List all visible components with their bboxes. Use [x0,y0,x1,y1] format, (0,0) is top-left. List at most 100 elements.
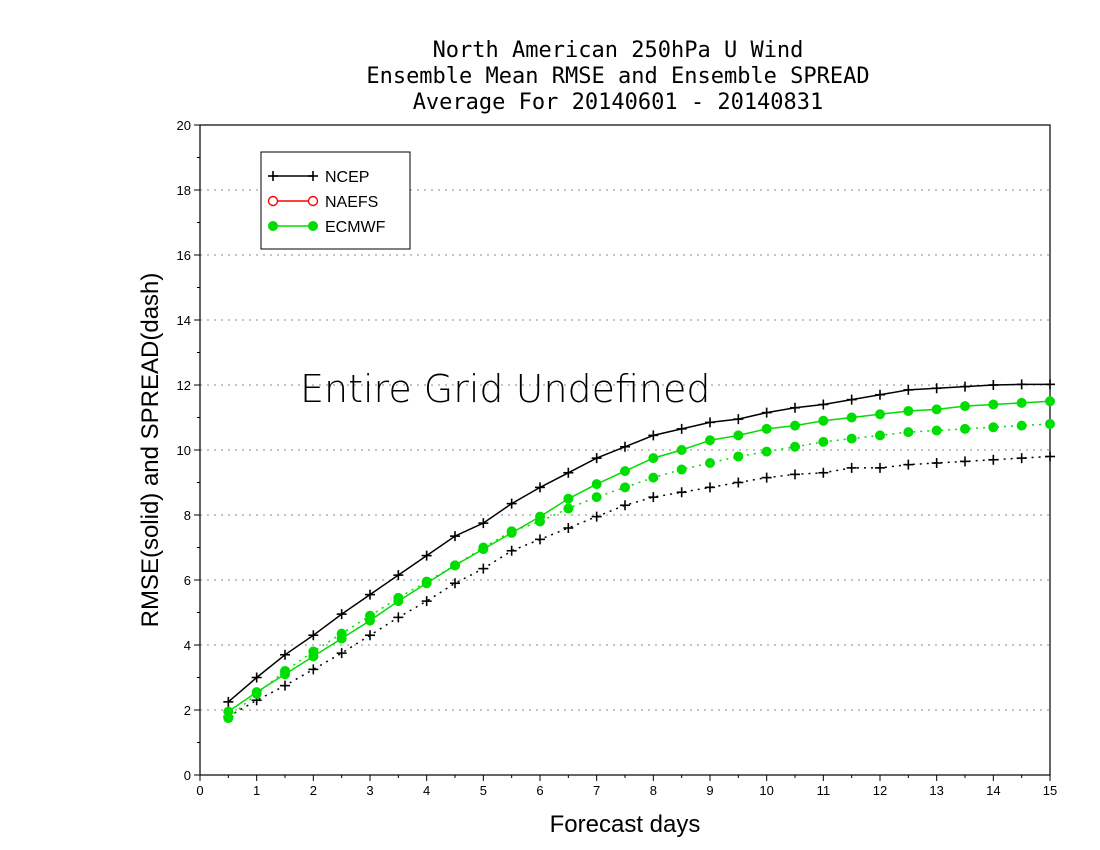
y-tick-label: 8 [184,508,191,523]
data-point [336,628,347,639]
legend-marker-end [308,171,318,181]
x-tick-label: 6 [536,783,543,798]
series-ecmwf-spread [223,419,1055,724]
data-point [506,526,517,537]
data-point [450,578,460,589]
data-point [988,454,999,465]
x-axis-label: Forecast days [550,811,701,838]
x-tick-label: 2 [310,783,317,798]
data-point [903,459,914,470]
data-point [620,500,630,511]
series-ecmwf-rmse [223,396,1055,717]
y-tick-label: 20 [177,118,191,133]
legend-marker-start [268,221,278,231]
legend-label: NAEFS [325,194,378,211]
legend-item-ncep: NCEP [268,169,369,186]
data-point [761,446,772,457]
y-tick-label: 0 [184,768,191,783]
x-tick-label: 8 [650,783,657,798]
data-point [393,612,404,623]
x-tick-label: 12 [873,783,887,798]
data-point [960,456,970,467]
data-point [988,399,999,410]
legend-item-ecmwf: ECMWF [268,219,386,236]
data-point [931,383,942,394]
data-point [1016,397,1027,408]
data-point [790,441,800,452]
x-tick-label: 9 [706,783,713,798]
data-point [988,422,999,433]
data-point [1045,396,1055,407]
data-point [761,407,772,418]
y-tick-label: 2 [184,703,191,718]
data-point [676,423,687,434]
data-point [648,430,659,441]
data-point [931,425,942,436]
data-point [506,545,517,556]
data-point [705,417,715,428]
data-point [818,415,829,426]
y-axis-label: RMSE(solid) and SPREAD(dash) [137,273,164,628]
x-tick-label: 10 [759,783,773,798]
data-point [875,430,885,441]
data-point [365,630,375,641]
data-point [676,464,687,475]
chart-title-line-1: North American 250hPa U Wind [432,38,804,63]
series-line [227,383,1050,703]
series-line [227,400,1051,713]
data-point [790,420,800,431]
data-point [761,423,772,434]
data-point [960,401,970,412]
data-point [535,516,545,527]
data-point [875,389,885,400]
data-point [535,482,545,493]
y-tick-label: 16 [177,248,191,263]
data-point [733,430,744,441]
data-point [733,414,744,425]
y-tick-label: 12 [177,378,191,393]
data-point [1016,453,1027,464]
data-point [676,445,687,455]
data-point [506,498,517,509]
series-layer [223,379,1055,724]
data-point [790,402,800,413]
legend-label: NCEP [325,169,369,186]
y-tick-label: 18 [177,183,191,198]
data-point [308,664,319,675]
data-point [563,467,574,478]
data-point [846,394,857,405]
x-tick-label: 11 [817,783,831,798]
x-tick-label: 3 [366,783,373,798]
data-point [620,482,630,493]
data-point [761,472,772,483]
data-point [676,487,687,498]
data-point [903,406,914,416]
data-point [648,492,659,503]
y-tick-label: 4 [184,638,191,653]
data-point [903,427,914,438]
legend-item-naefs: NAEFS [267,194,378,211]
data-point [818,399,829,410]
data-point [223,713,234,724]
x-tick-label: 14 [986,783,1000,798]
data-point [535,534,545,545]
data-point [421,576,432,587]
data-point [620,466,630,477]
data-point [421,550,432,561]
data-point [620,441,630,452]
data-point [478,563,489,574]
data-point [223,696,234,707]
x-tick-label: 1 [253,783,260,798]
legend: NCEP NAEFS ECMWF [260,151,411,250]
data-point [818,436,829,447]
data-point [365,589,375,600]
data-point [563,503,574,514]
data-point [846,412,857,423]
series-ncep-spread [223,451,1055,722]
data-point [251,688,262,699]
data-point [733,451,744,462]
x-tick-label: 4 [423,783,430,798]
chart-title-line-3: Average For 20140601 - 20140831 [412,90,824,115]
data-point [478,518,489,529]
data-point [931,404,942,415]
